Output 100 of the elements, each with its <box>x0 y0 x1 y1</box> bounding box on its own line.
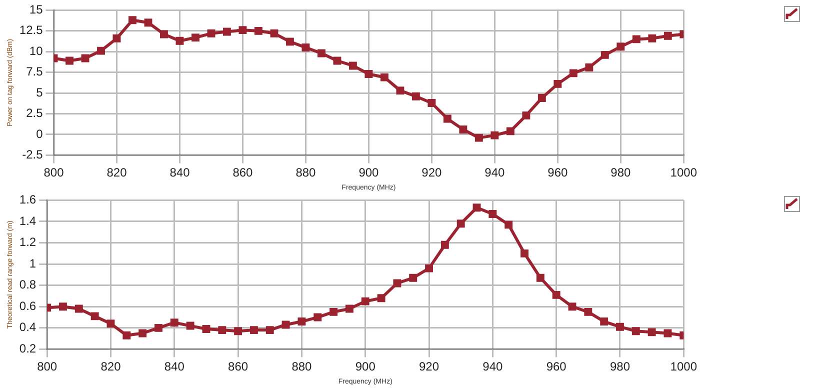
point <box>425 264 433 272</box>
point <box>632 327 640 336</box>
x-tick-label: 1000 <box>670 166 698 180</box>
y-tick-label: 0.8 <box>19 278 36 292</box>
y-tick-label: 12.5 <box>19 23 44 38</box>
point <box>176 36 184 45</box>
point <box>106 320 115 328</box>
point <box>298 318 306 326</box>
point <box>345 304 354 313</box>
point <box>160 30 168 38</box>
point <box>192 34 200 42</box>
point <box>266 326 274 334</box>
x-tick-label: 800 <box>44 166 64 180</box>
point <box>648 328 656 336</box>
point <box>282 320 290 329</box>
point <box>218 326 226 334</box>
point <box>474 134 483 142</box>
point <box>664 329 672 338</box>
x-tick-label: 1000 <box>670 360 698 374</box>
x-tick-label: 960 <box>546 360 567 374</box>
y-tick-label: 2.5 <box>26 106 44 120</box>
point <box>81 54 90 62</box>
y-tick-label: 0.2 <box>19 342 36 356</box>
point <box>440 240 449 249</box>
y-tick-label: 15 <box>29 2 44 17</box>
y-tick-label: 0.6 <box>19 298 36 313</box>
x-tick-label: 880 <box>292 360 312 374</box>
point <box>409 274 418 282</box>
point <box>223 28 231 36</box>
point <box>600 50 609 59</box>
point <box>506 127 514 136</box>
y-tick-label: -2.5 <box>22 148 44 162</box>
point <box>522 111 530 120</box>
point <box>112 34 121 42</box>
point <box>616 42 625 51</box>
point <box>302 44 310 52</box>
point <box>122 331 131 340</box>
point <box>74 304 83 313</box>
point <box>428 99 436 107</box>
x-tick-label: 820 <box>106 166 128 180</box>
y-tick-label: 1.6 <box>19 192 36 207</box>
point <box>66 56 74 65</box>
point <box>585 63 594 72</box>
point <box>504 220 513 229</box>
y-tick-label: 0.4 <box>19 320 36 334</box>
point <box>330 308 338 316</box>
point <box>170 318 178 327</box>
y-tick-label: 1.2 <box>19 235 36 250</box>
y-tick-label: 1 <box>29 256 36 270</box>
point <box>348 62 357 70</box>
point <box>154 324 162 332</box>
point <box>364 70 373 78</box>
x-tick-label: 880 <box>296 166 316 180</box>
point <box>569 69 578 78</box>
point <box>554 80 562 88</box>
point <box>393 279 402 288</box>
x-tick-label: 840 <box>170 166 190 180</box>
point <box>568 302 576 311</box>
point <box>520 249 528 258</box>
point <box>584 308 592 316</box>
y-tick-label: 0 <box>36 126 44 141</box>
point <box>396 86 404 95</box>
x-tick-label: 940 <box>484 166 506 180</box>
point <box>380 73 388 82</box>
point <box>412 92 420 100</box>
y-tick-label: 7.5 <box>26 64 44 79</box>
point <box>186 322 194 330</box>
point <box>377 294 386 302</box>
y-tick-label: 5 <box>36 85 44 100</box>
point <box>270 29 278 38</box>
point <box>600 318 608 326</box>
point <box>254 26 262 35</box>
point <box>361 297 370 306</box>
point <box>207 29 216 38</box>
point <box>472 204 481 212</box>
x-tick-label: 920 <box>419 360 440 374</box>
point <box>234 327 242 336</box>
point <box>97 46 105 55</box>
point <box>250 326 258 334</box>
point <box>144 18 152 27</box>
x-tick-label: 800 <box>37 360 58 374</box>
point <box>59 302 67 311</box>
x-tick-label: 940 <box>482 360 504 374</box>
point <box>238 26 247 34</box>
x-tick-label: 860 <box>232 166 254 180</box>
x-tick-label: 960 <box>548 166 568 180</box>
point <box>538 94 546 102</box>
point <box>314 313 322 322</box>
point <box>456 220 465 228</box>
point <box>443 114 452 123</box>
point <box>202 325 210 333</box>
point <box>632 35 640 44</box>
point <box>552 290 560 299</box>
x-tick-label: 820 <box>100 360 122 374</box>
x-tick-label: 840 <box>164 360 185 374</box>
point <box>286 38 294 46</box>
point <box>648 34 656 42</box>
x-tick-label: 980 <box>610 360 630 374</box>
x-tick-label: 860 <box>228 360 248 374</box>
point <box>616 322 624 331</box>
